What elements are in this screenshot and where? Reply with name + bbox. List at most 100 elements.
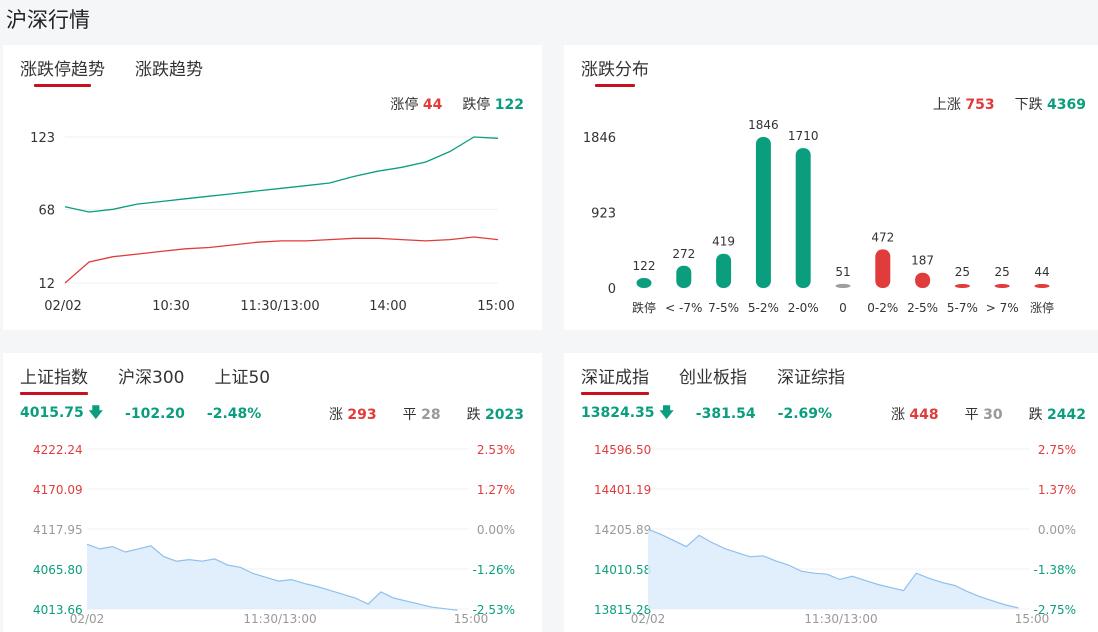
bar-value-label: 25 (955, 265, 970, 279)
tab-updown-trend[interactable]: 涨跌趋势 (135, 60, 203, 80)
tab-csi300[interactable]: 沪深300 (118, 368, 185, 388)
down-label: 下跌 (1014, 97, 1043, 113)
y-tick-label: 0 (608, 282, 616, 297)
bar-value-label: 187 (911, 254, 934, 268)
series-line (64, 236, 499, 284)
sz-change-pct: -2.69% (777, 406, 833, 422)
pct-tick-label: -1.26% (473, 563, 515, 577)
x-tick-label: 10:30 (152, 299, 189, 314)
bar-value-label: 51 (835, 265, 850, 279)
sh-index-chart: 4222.24 2.53% 4170.09 1.27% 4117.95 0.00% 4065… (33, 443, 515, 626)
down-arrow-icon: 🡇 (88, 405, 104, 421)
sz-up-label: 涨 (890, 407, 905, 423)
price-tick-label: 4117.95 (33, 523, 83, 537)
limit-up-label: 涨停 (390, 97, 419, 113)
bar-value-label: 1710 (788, 129, 819, 143)
price-tick-label: 14205.89 (594, 523, 651, 537)
y-tick-label: 1846 (583, 131, 616, 146)
price-tick-label: 4065.80 (33, 563, 83, 577)
bar (954, 284, 970, 288)
x-tick-label: 11:30/13:00 (240, 299, 319, 314)
pct-tick-label: 2.75% (1038, 443, 1076, 457)
index-line (86, 543, 458, 611)
down-arrow-icon: 🡇 (659, 405, 674, 421)
x-tick-label: 15:00 (454, 612, 489, 626)
tab-sz-composite[interactable]: 深证综指 (777, 368, 845, 388)
distribution-legend: 上涨 753 下跌 4369 (933, 94, 1086, 114)
bar-value-label: 44 (1034, 265, 1049, 279)
x-tick-label: 02/02 (70, 612, 105, 626)
trend-tabs: 涨跌停趋势 涨跌趋势 (20, 55, 233, 87)
limit-down-label: 跌停 (462, 97, 491, 113)
category-label: 2-5% (907, 301, 938, 315)
tab-sh-composite[interactable]: 上证指数 (20, 363, 88, 395)
category-label: 涨停 (1030, 300, 1054, 315)
bar (875, 249, 891, 288)
sh-price: 4015.75 🡇 (20, 405, 104, 421)
x-tick-label: 11:30/13:00 (804, 612, 877, 626)
sh-flat-label: 平 (402, 407, 417, 423)
sh-quote-row: 4015.75 🡇 -102.20 -2.48% 涨 293 平 28 跌 20… (20, 402, 524, 426)
x-tick-label: 14:00 (369, 299, 406, 314)
limit-trend-chart: 123 68 12 02/02 10:30 11:30/13:00 14:00 15:00 (30, 131, 515, 314)
sh-change-pct: -2.48% (206, 406, 262, 422)
tab-limit-trend[interactable]: 涨跌停趋势 (20, 55, 105, 87)
index-line (647, 528, 1019, 609)
page-title: 沪深行情 (6, 8, 90, 32)
pct-tick-label: 0.00% (477, 523, 515, 537)
sz-quote-row: 13824.35 🡇 -381.54 -2.69% 涨 448 平 30 跌 2… (581, 402, 1086, 426)
y-tick-label: 12 (38, 277, 55, 292)
y-tick-label: 923 (591, 207, 616, 222)
sh-change: -102.20 (125, 406, 185, 422)
sh-down-label: 跌 (466, 407, 481, 423)
bar (835, 283, 851, 288)
bar-value-label: 472 (871, 230, 894, 244)
tab-chinext[interactable]: 创业板指 (679, 368, 747, 388)
category-label: < -7% (665, 301, 702, 315)
price-tick-label: 14596.50 (594, 443, 651, 457)
bar-value-label: 25 (995, 265, 1010, 279)
sz-index-chart: 14596.50 2.75% 14401.19 1.37% 14205.89 0.00% 1… (594, 443, 1076, 626)
sz-flat-count: 30 (983, 407, 1003, 423)
sz-down-count: 2442 (1047, 407, 1086, 423)
category-label: 0 (839, 301, 847, 315)
price-tick-label: 13815.28 (594, 603, 651, 617)
trend-panel: 涨跌停趋势 涨跌趋势 涨停 44 跌停 122 123 68 12 02/02 10:3… (3, 45, 542, 330)
bar-value-label: 1846 (748, 118, 779, 132)
sh-down-count: 2023 (485, 407, 524, 423)
up-count: 753 (965, 97, 995, 113)
sh-index-tabs: 上证指数 沪深300 上证50 (20, 363, 300, 395)
category-label: 2-0% (788, 301, 819, 315)
category-label: > 7% (986, 301, 1019, 315)
bar (915, 272, 931, 288)
distribution-panel: 涨跌分布 上涨 753 下跌 4369 1846 923 0 122 跌停 272 < -7… (564, 45, 1098, 330)
down-count: 4369 (1047, 97, 1086, 113)
category-label: 7-5% (708, 301, 739, 315)
series-line (64, 136, 499, 213)
x-tick-label: 15:00 (477, 299, 514, 314)
bar-value-label: 122 (633, 259, 656, 273)
bar (994, 284, 1010, 288)
y-tick-label: 123 (30, 131, 55, 146)
tab-sse50[interactable]: 上证50 (214, 368, 271, 388)
bar (676, 265, 692, 288)
sz-flat-label: 平 (964, 407, 979, 423)
bar-value-label: 272 (672, 247, 695, 261)
index-area (648, 529, 1019, 609)
price-tick-label: 4222.24 (33, 443, 83, 457)
sz-down-label: 跌 (1028, 407, 1043, 423)
pct-tick-label: 0.00% (1038, 523, 1076, 537)
sz-change: -381.54 (695, 406, 756, 422)
sh-up-label: 涨 (328, 407, 343, 423)
x-tick-label: 15:00 (1015, 612, 1050, 626)
tab-distribution[interactable]: 涨跌分布 (581, 55, 649, 87)
bar (755, 137, 771, 288)
sh-up-count: 293 (347, 407, 377, 423)
sz-up-count: 448 (909, 407, 939, 423)
pct-tick-label: 1.37% (1038, 483, 1076, 497)
category-label: 5-2% (748, 301, 779, 315)
x-tick-label: 11:30/13:00 (243, 612, 316, 626)
tab-sz-component[interactable]: 深证成指 (581, 363, 649, 395)
price-tick-label: 14401.19 (594, 483, 651, 497)
category-label: 0-2% (867, 301, 898, 315)
